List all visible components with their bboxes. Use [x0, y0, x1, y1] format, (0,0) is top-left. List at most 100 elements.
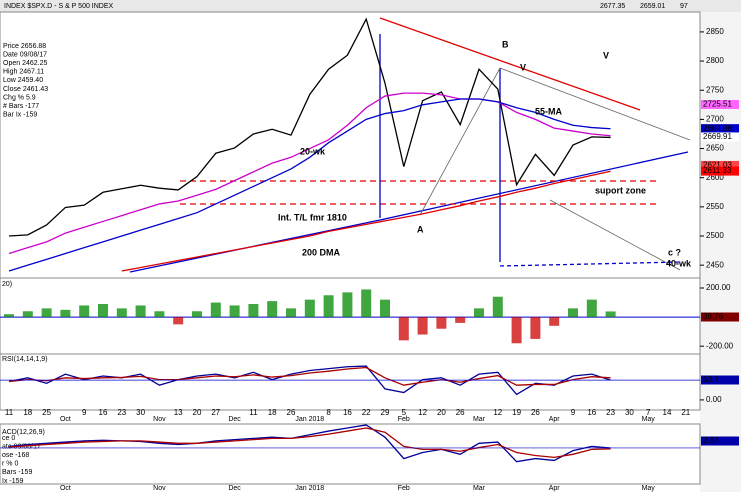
series-line	[8, 424, 611, 463]
price-tag	[701, 160, 739, 170]
value-tag	[701, 375, 739, 385]
annotation: c ?	[668, 247, 681, 257]
annotation: B	[502, 39, 509, 49]
x-tick-label: 23	[606, 408, 615, 417]
info-line: Close 2461.43	[3, 86, 48, 93]
x-tick-label: 11	[5, 408, 14, 417]
annotation: Int. T/L fmr 1810	[278, 212, 347, 222]
month-label: Feb	[398, 485, 410, 492]
bar	[79, 305, 90, 318]
bar	[173, 317, 184, 325]
x-tick-label: 5	[402, 408, 407, 417]
annotation: 20-wk	[300, 146, 326, 156]
x-tick-label: 20	[437, 408, 446, 417]
series-line	[8, 98, 611, 272]
y-tick-label: 2500	[706, 231, 724, 240]
price-tag	[701, 124, 739, 134]
price-tag-label: 2684.08	[703, 124, 732, 133]
x-tick-label: 25	[42, 408, 51, 417]
bar	[4, 314, 14, 318]
x-tick-label: 30	[625, 408, 634, 417]
price-tag	[701, 100, 739, 110]
header-field: 2677.35	[600, 3, 625, 10]
y-tick-label: 2450	[706, 260, 724, 269]
month-label: Oct	[60, 416, 71, 423]
bar	[323, 295, 334, 318]
x-tick-label: 9	[82, 408, 87, 417]
x-tick-label: 16	[99, 408, 108, 417]
month-label: Apr	[549, 416, 561, 423]
x-tick-label: 22	[362, 408, 371, 417]
y-tick-label: 2700	[706, 114, 724, 123]
bar	[492, 296, 503, 318]
price-tag	[701, 132, 739, 142]
bar	[154, 311, 165, 318]
bar	[511, 317, 522, 344]
series-line	[8, 17, 611, 237]
header-bar	[0, 0, 741, 12]
x-tick-label: 13	[174, 408, 183, 417]
x-tick-label: 30	[136, 408, 145, 417]
bar	[286, 308, 296, 318]
bar	[436, 317, 447, 329]
annotation: A	[417, 224, 424, 234]
y-tick-label: 2550	[706, 202, 724, 211]
bar	[342, 292, 353, 318]
info-line: High 2467.11	[3, 69, 44, 76]
month-label: May	[642, 485, 656, 492]
x-tick-label: 18	[23, 408, 32, 417]
series-line	[8, 92, 611, 255]
x-tick-label: 9	[571, 408, 576, 417]
info-line: ce 0	[2, 435, 15, 442]
y-tick-label: 0.00	[706, 395, 722, 404]
info-line: Bar Ix -159	[3, 112, 37, 119]
month-label: Jan 2018	[295, 416, 324, 423]
annotation: 40-wk	[666, 258, 692, 268]
bar	[267, 301, 278, 318]
bar	[417, 317, 428, 335]
x-tick-label: 20	[193, 408, 202, 417]
x-tick-label: 11	[249, 408, 258, 417]
bar	[455, 317, 466, 323]
annotation: 200 DMA	[302, 247, 341, 257]
info-line: r % 0	[2, 461, 18, 468]
month-label: Dec	[228, 416, 241, 423]
bar	[304, 299, 315, 318]
y-tick-label: 2750	[706, 85, 724, 94]
annotation: V	[603, 50, 609, 60]
bar	[116, 308, 127, 318]
bar	[41, 308, 52, 318]
x-tick-label: 21	[681, 408, 690, 417]
info-line: Date 09/08/17	[3, 51, 47, 58]
series-line	[121, 170, 611, 272]
x-tick-label: 16	[343, 408, 352, 417]
bar	[398, 317, 409, 341]
x-tick-label: 12	[418, 408, 427, 417]
month-label: Oct	[60, 485, 71, 492]
info-line: Low 2459.40	[3, 77, 43, 84]
panel-title: 20)	[2, 281, 12, 288]
x-tick-label: 29	[381, 408, 390, 417]
value-tag	[701, 312, 739, 322]
info-line: Ix -159	[2, 478, 24, 485]
bar	[361, 289, 372, 318]
info-line: Chg % 5.9	[3, 94, 36, 101]
x-tick-label: 27	[211, 408, 220, 417]
price-tag-label: 2725.51	[703, 100, 732, 109]
annotation: 55-MA	[535, 106, 563, 116]
bar	[605, 311, 616, 318]
info-line: Bars -159	[2, 469, 32, 476]
x-tick-label: 16	[587, 408, 596, 417]
bar	[135, 305, 146, 318]
x-tick-label: 26	[287, 408, 296, 417]
y-tick-label: 2600	[706, 173, 724, 182]
series-line	[8, 365, 611, 396]
bar	[474, 308, 484, 318]
header-field: 97	[680, 3, 688, 10]
x-tick-label: 7	[646, 408, 651, 417]
month-label: Nov	[153, 416, 166, 423]
series-line	[8, 366, 611, 386]
x-tick-label: 14	[663, 408, 672, 417]
bar	[568, 308, 578, 318]
